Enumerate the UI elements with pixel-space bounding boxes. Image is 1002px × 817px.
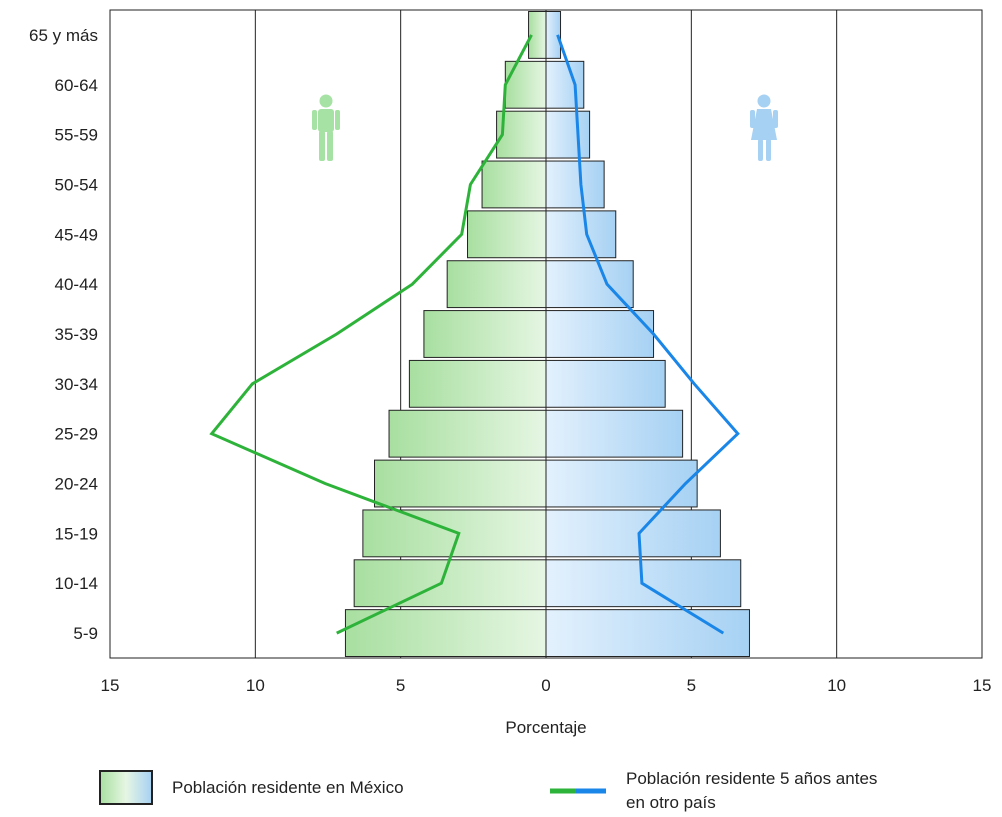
bar-female-10	[545, 509, 721, 558]
bar-male-12	[344, 609, 547, 658]
y-tick-label: 30-34	[55, 375, 98, 394]
bar-male-3	[481, 160, 547, 209]
x-tick-label: 0	[541, 676, 550, 695]
y-tick-label: 10-14	[55, 574, 98, 593]
x-tick-label: 10	[246, 676, 265, 695]
bar-male-6	[423, 310, 547, 358]
x-axis-title: Porcentaje	[505, 718, 586, 737]
y-tick-label: 55-59	[55, 126, 98, 145]
bar-male-5	[446, 260, 547, 309]
legend-lines-label-line1: Población residente 5 años antes	[626, 769, 878, 788]
y-tick-label: 20-24	[55, 475, 98, 494]
bar-female-1	[545, 60, 585, 109]
bar-male-8	[388, 409, 547, 458]
bar-female-7	[545, 359, 666, 408]
legend-bars-label: Población residente en México	[172, 778, 404, 797]
y-axis-labels: 65 y más 60-64 55-59 50-54 45-49 40-44 35-39 30…	[29, 26, 98, 643]
bar-male-4	[467, 210, 547, 259]
y-tick-label: 40-44	[55, 275, 98, 294]
bar-female-3	[545, 160, 605, 209]
line-male	[209, 34, 533, 635]
y-tick-label: 50-54	[55, 175, 98, 194]
bar-female-9	[545, 459, 698, 508]
y-tick-label: 5-9	[73, 624, 98, 643]
line-female	[556, 34, 740, 635]
bar-female-2	[545, 110, 591, 159]
bar-male-9	[374, 459, 547, 508]
bar-male-11	[353, 559, 547, 608]
female-person-icon	[750, 94, 778, 161]
bar-female-12	[545, 609, 750, 658]
x-axis-labels: 15 10 5 0 5 10 15	[101, 676, 992, 695]
male-person-icon	[312, 94, 340, 161]
bar-male-7	[408, 359, 547, 408]
x-tick-label: 5	[687, 676, 696, 695]
bar-male-1	[504, 60, 547, 109]
y-tick-label: 35-39	[55, 325, 98, 344]
bar-female-6	[545, 310, 655, 358]
y-tick-label: 15-19	[55, 524, 98, 543]
x-tick-label: 10	[827, 676, 846, 695]
y-tick-label: 25-29	[55, 425, 98, 444]
bar-female-8	[545, 409, 684, 458]
lines	[209, 34, 740, 635]
x-tick-label: 15	[973, 676, 992, 695]
x-tick-label: 5	[396, 676, 405, 695]
bar-male-2	[496, 110, 547, 159]
bar-female-4	[545, 210, 617, 259]
y-tick-label: 45-49	[55, 225, 98, 244]
bar-female-5	[545, 260, 634, 309]
bars	[344, 10, 750, 658]
legend-bars-swatch	[99, 770, 153, 805]
x-tick-label: 15	[101, 676, 120, 695]
legend-lines-label-line2: en otro país	[626, 793, 716, 812]
y-tick-label: 65 y más	[29, 26, 98, 45]
y-tick-label: 60-64	[55, 76, 98, 95]
